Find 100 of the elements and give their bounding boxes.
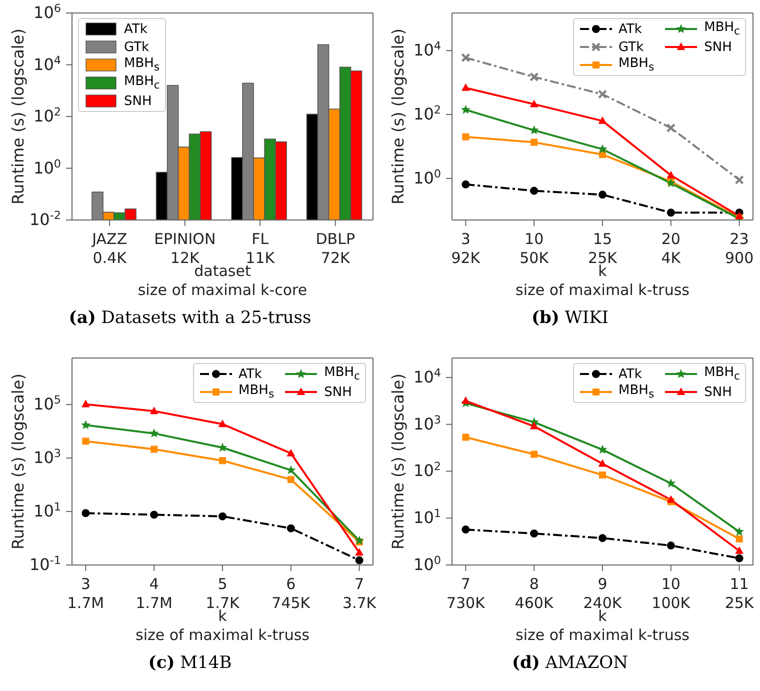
point: [666, 478, 676, 488]
point: [530, 422, 538, 430]
x-tick-label: JAZZ 0.4K: [91, 230, 128, 267]
point: [734, 175, 744, 184]
legend-label: MBH$_{c}$: [324, 365, 360, 383]
point: [530, 100, 538, 108]
y-tick-label: 10$^{0}$: [34, 156, 61, 178]
legend-label: SNH: [324, 384, 352, 400]
point: [286, 448, 296, 456]
y-tick-label: 10$^{2}$: [414, 103, 441, 124]
legend-label: MBH$_{c}$: [704, 20, 740, 38]
y-tick-label: 10$^{4}$: [34, 53, 61, 74]
point: [462, 180, 470, 188]
point: [460, 104, 470, 114]
legend-label: SNH: [704, 384, 732, 400]
point: [355, 548, 364, 556]
point: [598, 444, 608, 454]
legend-label: ATk: [124, 22, 148, 36]
point: [461, 53, 470, 62]
point: [530, 529, 538, 538]
x-tick-label: 7 730K: [446, 575, 486, 612]
point: [666, 495, 676, 503]
text: (c) M14B: [147, 653, 233, 673]
point: [735, 554, 744, 562]
point: [286, 524, 295, 532]
y-tick-label: 10$^{3}$: [34, 446, 61, 468]
legend-label: MBH$_{s}$: [618, 56, 654, 74]
x-tick-label: 3 1.7M: [67, 575, 104, 612]
y-tick-label: 10$^{-1}$: [29, 554, 61, 574]
point: [218, 512, 226, 520]
text: (b) WIKI: [530, 308, 610, 328]
y-tick-label: 10$^{4}$: [414, 366, 441, 386]
y-tick-label: 10$^{1}$: [414, 506, 441, 528]
point: [734, 526, 744, 536]
y-tick-label: 10$^{2}$: [414, 460, 441, 480]
legend-label: MBH$_{s}$: [124, 56, 160, 74]
point: [149, 428, 159, 438]
legend-label: SNH: [124, 94, 152, 108]
point: [218, 420, 227, 428]
legend-label: ATk: [238, 366, 262, 382]
point: [530, 450, 538, 458]
point: [354, 536, 364, 545]
y-tick-label: 10$^{2}$: [34, 105, 61, 126]
x-tick-label: 3 92K: [451, 230, 482, 267]
point: [462, 526, 470, 534]
point: [81, 400, 90, 408]
y-tick-label: 10$^{6}$: [34, 2, 61, 22]
y-axis-title: Runtime (s) (logscale): [8, 374, 28, 550]
point: [598, 190, 606, 199]
point: [150, 510, 158, 519]
point: [598, 90, 608, 99]
point: [666, 542, 675, 550]
legend-label: SNH: [704, 40, 732, 54]
point: [530, 138, 538, 146]
legend-label: ATk: [618, 22, 642, 36]
legend-label: MBH$_{s}$: [238, 383, 274, 401]
y-axis-title: Runtime (s) (logscale): [388, 374, 408, 550]
legend-label: GTk: [618, 40, 644, 54]
point: [82, 438, 90, 445]
legend-label: MBH$_{c}$: [124, 74, 160, 92]
text: (d) AMAZON: [511, 653, 629, 673]
point: [530, 186, 538, 195]
y-axis-title: Runtime (s) (logscale): [8, 28, 28, 204]
point: [736, 535, 743, 542]
point: [666, 123, 676, 133]
point: [599, 472, 606, 479]
point: [598, 116, 607, 124]
y-tick-label: 10$^{4}$: [414, 39, 441, 60]
y-tick-label: 10$^{1}$: [34, 500, 61, 521]
point: [666, 170, 676, 178]
point: [461, 83, 470, 91]
y-tick-label: 10$^{-2}$: [29, 208, 61, 229]
legend-label: MBH$_{c}$: [704, 365, 740, 383]
point: [598, 534, 606, 542]
y-tick-label: 10$^{0}$: [414, 166, 441, 188]
x-tick-label: 11 25K: [724, 575, 755, 612]
point: [82, 509, 90, 518]
point: [735, 546, 744, 554]
legend-label: ATk: [618, 366, 642, 382]
point: [219, 457, 226, 464]
x-tick-label: 23 900: [725, 230, 754, 267]
y-axis-title: Runtime (s) (logscale): [388, 28, 408, 204]
point: [80, 420, 90, 430]
x-tick-label: 7 3.7K: [342, 575, 378, 612]
legend-label: GTk: [124, 40, 150, 54]
point: [355, 556, 364, 564]
point: [598, 459, 607, 467]
point: [287, 476, 294, 484]
point: [150, 406, 158, 414]
point: [462, 434, 470, 441]
y-tick-label: 10$^{0}$: [414, 554, 441, 574]
point: [666, 208, 675, 217]
y-tick-label: 10$^{5}$: [34, 393, 61, 414]
point: [462, 133, 470, 140]
legend-label: MBH$_{s}$: [618, 383, 654, 401]
point: [286, 465, 296, 474]
point: [150, 446, 158, 453]
x-tick-label: DBLP 72K: [316, 230, 355, 267]
y-tick-label: 10$^{3}$: [414, 412, 441, 434]
point: [529, 72, 539, 82]
